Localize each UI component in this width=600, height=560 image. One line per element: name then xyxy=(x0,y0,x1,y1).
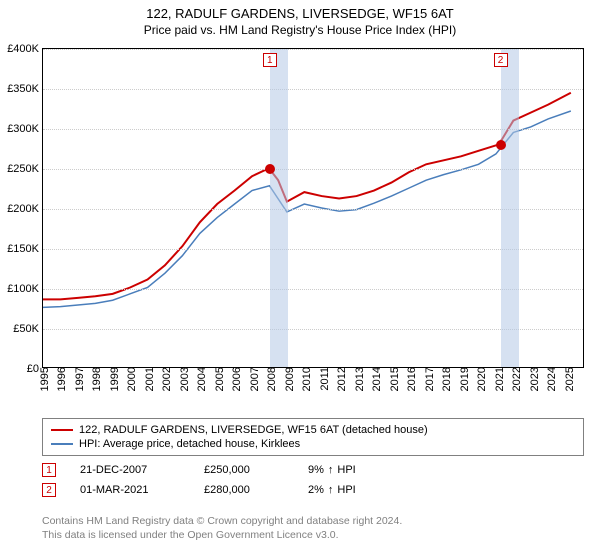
chart-title-line1: 122, RADULF GARDENS, LIVERSEDGE, WF15 6A… xyxy=(0,6,600,21)
legend-label: 122, RADULF GARDENS, LIVERSEDGE, WF15 6A… xyxy=(79,424,428,436)
sale-diff-pct: 2% xyxy=(308,484,324,496)
y-axis-tick: £50K xyxy=(13,323,43,335)
x-axis-tick: 1999 xyxy=(105,367,121,391)
x-axis-tick: 1997 xyxy=(70,367,86,391)
y-axis-tick: £350K xyxy=(7,83,43,95)
x-axis-tick: 1998 xyxy=(87,367,103,391)
chart-legend: 122, RADULF GARDENS, LIVERSEDGE, WF15 6A… xyxy=(42,418,584,456)
sales-table: 1 21-DEC-2007 £250,000 9% ↑HPI 2 01-MAR-2021 £2… xyxy=(42,460,356,500)
x-axis-tick: 2025 xyxy=(560,367,576,391)
sale-marker-dot xyxy=(265,164,275,174)
sale-diff-label: HPI xyxy=(337,464,355,476)
x-axis-tick: 2023 xyxy=(525,367,541,391)
chart-plot-area: £0£50K£100K£150K£200K£250K£300K£350K£400… xyxy=(42,48,584,368)
sale-diff-label: HPI xyxy=(337,484,355,496)
x-axis-tick: 2007 xyxy=(245,367,261,391)
x-axis-tick: 2022 xyxy=(507,367,523,391)
legend-item: 122, RADULF GARDENS, LIVERSEDGE, WF15 6A… xyxy=(51,423,575,437)
sale-row: 1 21-DEC-2007 £250,000 9% ↑HPI xyxy=(42,460,356,480)
y-axis-tick: £400K xyxy=(7,43,43,55)
x-axis-tick: 2009 xyxy=(280,367,296,391)
x-axis-tick: 2004 xyxy=(192,367,208,391)
x-axis-tick: 2018 xyxy=(437,367,453,391)
x-axis-tick: 2011 xyxy=(315,367,331,391)
x-axis-tick: 2005 xyxy=(210,367,226,391)
sale-marker-dot xyxy=(496,140,506,150)
x-axis-tick: 2012 xyxy=(332,367,348,391)
x-axis-tick: 2017 xyxy=(420,367,436,391)
x-axis-tick: 2000 xyxy=(122,367,138,391)
sale-diff: 9% ↑HPI xyxy=(308,464,356,476)
sale-marker-index: 2 xyxy=(494,53,508,67)
legend-label: HPI: Average price, detached house, Kirk… xyxy=(79,438,300,450)
sale-price: £280,000 xyxy=(204,484,284,496)
legend-swatch xyxy=(51,443,73,445)
x-axis-tick: 2020 xyxy=(472,367,488,391)
y-axis-tick: £300K xyxy=(7,123,43,135)
series-line xyxy=(43,93,571,300)
arrow-up-icon: ↑ xyxy=(328,484,334,496)
footer-attribution: Contains HM Land Registry data © Crown c… xyxy=(42,514,402,542)
x-axis-tick: 2015 xyxy=(385,367,401,391)
y-axis-tick: £100K xyxy=(7,283,43,295)
x-axis-tick: 2010 xyxy=(297,367,313,391)
x-axis-tick: 2013 xyxy=(350,367,366,391)
x-axis-tick: 2001 xyxy=(140,367,156,391)
sale-diff: 2% ↑HPI xyxy=(308,484,356,496)
footer-line2: This data is licensed under the Open Gov… xyxy=(42,528,402,542)
x-axis-tick: 2016 xyxy=(402,367,418,391)
sale-price: £250,000 xyxy=(204,464,284,476)
shaded-region xyxy=(501,49,519,367)
x-axis-tick: 1995 xyxy=(35,367,51,391)
arrow-up-icon: ↑ xyxy=(328,464,334,476)
sale-marker-index: 1 xyxy=(263,53,277,67)
x-axis-tick: 1996 xyxy=(52,367,68,391)
sale-index: 1 xyxy=(42,463,56,477)
y-axis-tick: £150K xyxy=(7,243,43,255)
x-axis-tick: 2002 xyxy=(157,367,173,391)
x-axis-tick: 2003 xyxy=(175,367,191,391)
x-axis-tick: 2024 xyxy=(542,367,558,391)
shaded-region xyxy=(270,49,288,367)
sale-date: 21-DEC-2007 xyxy=(80,464,180,476)
x-axis-tick: 2014 xyxy=(367,367,383,391)
sale-index: 2 xyxy=(42,483,56,497)
x-axis-tick: 2021 xyxy=(490,367,506,391)
y-axis-tick: £200K xyxy=(7,203,43,215)
footer-line1: Contains HM Land Registry data © Crown c… xyxy=(42,514,402,528)
x-axis-tick: 2006 xyxy=(227,367,243,391)
legend-swatch xyxy=(51,429,73,431)
sale-diff-pct: 9% xyxy=(308,464,324,476)
y-axis-tick: £250K xyxy=(7,163,43,175)
x-axis-tick: 2019 xyxy=(455,367,471,391)
chart-title-line2: Price paid vs. HM Land Registry's House … xyxy=(0,23,600,37)
legend-item: HPI: Average price, detached house, Kirk… xyxy=(51,437,575,451)
sale-date: 01-MAR-2021 xyxy=(80,484,180,496)
sale-row: 2 01-MAR-2021 £280,000 2% ↑HPI xyxy=(42,480,356,500)
x-axis-tick: 2008 xyxy=(262,367,278,391)
